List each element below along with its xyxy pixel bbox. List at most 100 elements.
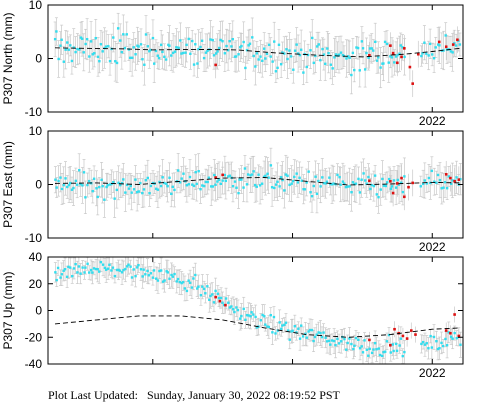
- observed-point: [352, 347, 355, 351]
- footer-update-line: Plot Last Updated: Sunday, January 30, 2…: [48, 388, 340, 403]
- observed-point: [419, 185, 422, 188]
- model-trend-line: [54, 47, 461, 58]
- observed-point: [161, 50, 164, 54]
- observed-point: [214, 183, 217, 186]
- observed-point: [147, 274, 150, 277]
- observed-point: [385, 42, 389, 46]
- observed-point: [368, 347, 371, 351]
- observed-point: [430, 169, 434, 173]
- observed-point: [118, 39, 122, 42]
- observed-point: [297, 327, 300, 330]
- observed-point: [375, 59, 379, 62]
- observed-point: [217, 178, 221, 182]
- observed-point: [252, 313, 255, 316]
- observed-point: [313, 335, 317, 339]
- observed-point: [85, 37, 89, 41]
- observed-point: [365, 348, 369, 351]
- observed-point: [112, 36, 115, 39]
- y-tick-label: -10: [25, 231, 43, 245]
- observed-point: [269, 313, 272, 317]
- observed-point: [127, 263, 130, 266]
- observed-point: [278, 321, 281, 324]
- observed-point: [302, 188, 305, 191]
- observed-point: [194, 273, 197, 277]
- observed-point: [185, 289, 189, 293]
- observed-point: [348, 185, 351, 188]
- observed-point: [96, 267, 99, 271]
- observed-point: [242, 307, 245, 311]
- observed-point: [237, 191, 240, 195]
- observed-point: [168, 44, 171, 47]
- observed-point: [240, 178, 243, 181]
- observed-point: [164, 58, 168, 61]
- observed-point: [67, 265, 70, 269]
- observed-point: [122, 268, 125, 272]
- observed-point: [276, 180, 279, 183]
- observed-point: [56, 266, 60, 270]
- observed-point: [176, 277, 180, 281]
- observed-point: [112, 181, 115, 184]
- observed-points: [53, 27, 462, 77]
- observed-point: [432, 335, 436, 339]
- observed-point: [357, 338, 360, 341]
- observed-point: [383, 40, 387, 44]
- observed-point: [291, 329, 294, 332]
- observed-point: [291, 179, 295, 183]
- recent-point: [409, 329, 413, 332]
- observed-point: [387, 177, 391, 181]
- observed-point: [334, 343, 337, 347]
- observed-point: [375, 348, 378, 351]
- observed-point: [421, 182, 425, 186]
- observed-point: [274, 70, 278, 73]
- recent-point: [400, 55, 403, 59]
- observed-point: [427, 176, 431, 180]
- observed-point: [322, 331, 325, 334]
- observed-point: [213, 173, 216, 177]
- observed-point: [261, 59, 264, 63]
- observed-point: [163, 55, 166, 59]
- observed-point: [276, 66, 279, 70]
- observed-point: [101, 50, 104, 53]
- observed-point: [155, 277, 158, 280]
- observed-point: [261, 313, 264, 317]
- observed-point: [111, 266, 115, 269]
- observed-point: [423, 41, 426, 44]
- observed-point: [141, 275, 144, 278]
- observed-point: [257, 173, 260, 176]
- observed-point: [182, 172, 185, 175]
- observed-point: [358, 191, 362, 194]
- observed-point: [377, 347, 381, 350]
- observed-point: [129, 184, 132, 188]
- observed-point: [113, 274, 117, 278]
- observed-point: [273, 40, 276, 43]
- observed-point: [143, 63, 146, 66]
- observed-point: [118, 269, 122, 272]
- recent-point: [391, 191, 395, 195]
- observed-point: [231, 308, 235, 311]
- observed-point: [221, 179, 224, 182]
- observed-point: [295, 43, 298, 46]
- observed-point: [146, 269, 149, 273]
- observed-point: [214, 52, 218, 55]
- recent-point: [391, 51, 395, 55]
- observed-point: [171, 185, 174, 189]
- observed-point: [346, 341, 349, 345]
- observed-point: [219, 38, 222, 42]
- x-tick-label: 2022: [419, 240, 446, 254]
- y-axis-title: P307 Up (mm): [1, 271, 15, 349]
- observed-point: [356, 46, 360, 50]
- panel-north: -10 0 10 2022 P307 North (mm): [1, 0, 464, 128]
- error-bars: [53, 12, 462, 98]
- observed-point: [330, 339, 334, 342]
- observed-point: [79, 272, 82, 275]
- observed-point: [216, 50, 219, 53]
- x-tick-label: 2022: [419, 114, 446, 128]
- observed-point: [154, 187, 158, 190]
- observed-point: [449, 335, 453, 339]
- recent-point: [403, 195, 406, 199]
- observed-point: [60, 38, 63, 41]
- observed-point: [430, 53, 434, 56]
- observed-point: [227, 175, 230, 178]
- observed-point: [340, 340, 343, 343]
